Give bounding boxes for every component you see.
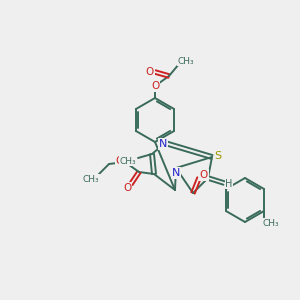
Text: O: O bbox=[151, 81, 159, 91]
Text: O: O bbox=[116, 156, 124, 166]
Text: CH₃: CH₃ bbox=[178, 56, 194, 65]
Text: S: S bbox=[214, 151, 222, 161]
Text: CH₃: CH₃ bbox=[263, 218, 279, 227]
Text: N: N bbox=[172, 168, 180, 178]
Text: O: O bbox=[123, 183, 131, 193]
Text: N: N bbox=[159, 139, 167, 149]
Text: CH₃: CH₃ bbox=[83, 175, 99, 184]
Text: H: H bbox=[225, 179, 233, 189]
Text: O: O bbox=[200, 170, 208, 180]
Text: O: O bbox=[146, 67, 154, 77]
Text: CH₃: CH₃ bbox=[120, 157, 136, 166]
